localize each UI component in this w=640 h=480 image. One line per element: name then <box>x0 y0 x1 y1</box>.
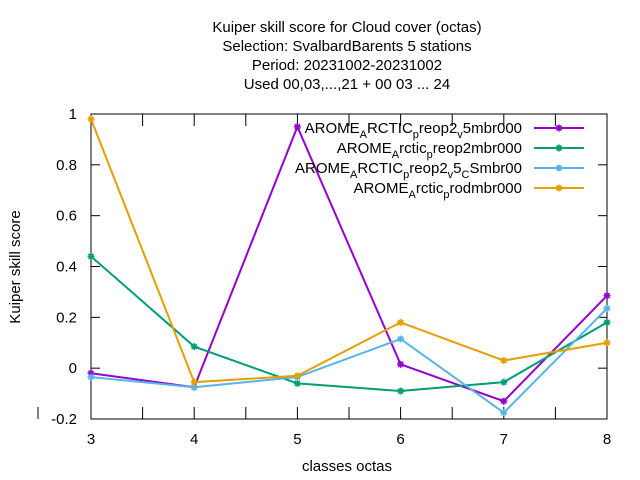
legend: AROMEARCTICpreop2v5mbr000AROMEArcticpreo… <box>295 120 584 201</box>
legend-label-part: AROME <box>353 180 408 197</box>
data-point <box>603 292 611 300</box>
legend-label: AROMEARCTICpreop2v5CSmbr00 <box>295 160 522 181</box>
data-point <box>397 335 405 343</box>
series-line-1 <box>90 255 608 393</box>
data-point <box>500 409 508 417</box>
data-point <box>397 318 405 326</box>
legend-label-part: C <box>462 169 470 181</box>
data-point <box>603 304 611 312</box>
title-line-3: Used 00,03,...,21 + 00 03 ... 24 <box>244 76 450 93</box>
data-point <box>87 369 95 377</box>
series-lines <box>87 115 611 417</box>
series-line-3 <box>90 118 608 384</box>
legend-label-part: v <box>448 169 454 181</box>
data-point <box>500 397 508 405</box>
series-line-2 <box>90 307 608 414</box>
legend-label-part: A <box>408 189 416 201</box>
legend-entry-1: AROMEArcticpreop2mbr000 <box>337 140 584 161</box>
y-tick-label: 0.8 <box>56 157 77 174</box>
legend-label-part: p <box>403 169 409 181</box>
data-point <box>500 378 508 386</box>
data-point <box>87 115 95 123</box>
legend-entry-0: AROMEARCTICpreop2v5mbr000 <box>305 120 584 141</box>
legend-marker <box>555 164 563 172</box>
tick-labels: -0.2 0 0.2 0.4 0.6 0.8 1 3 4 5 6 7 8 <box>51 106 611 448</box>
x-tick-label: 4 <box>190 431 198 448</box>
x-tick-label: 6 <box>396 431 404 448</box>
legend-label: AROMEARCTICpreop2v5mbr000 <box>305 120 522 141</box>
y-tick-label: 0.6 <box>56 208 77 225</box>
data-point <box>190 378 198 386</box>
data-point <box>603 318 611 326</box>
data-point <box>87 373 95 381</box>
data-point <box>293 372 301 380</box>
legend-label-part: Smbr00 <box>469 160 522 177</box>
legend-label-part: rodmbr000 <box>449 180 522 197</box>
legend-label-part: p <box>443 189 449 201</box>
y-tick-label: 0.4 <box>56 259 77 276</box>
legend-label-part: rctic <box>399 140 427 157</box>
x-tick-label: 8 <box>603 431 611 448</box>
title-line-1: Selection: SvalbardBarents 5 stations <box>222 38 471 55</box>
legend-label-part: RCTIC <box>357 160 403 177</box>
data-point <box>190 343 198 351</box>
y-axis-label: Kuiper skill score <box>7 210 24 323</box>
legend-label-part: A <box>392 149 400 161</box>
legend-marker <box>555 184 563 192</box>
axes-frame <box>37 113 608 420</box>
data-point <box>397 387 405 395</box>
x-tick-label: 7 <box>500 431 508 448</box>
x-tick-label: 5 <box>293 431 301 448</box>
data-point <box>87 252 95 260</box>
legend-label: AROMEArcticprodmbr000 <box>353 180 522 201</box>
legend-label-part: RCTIC <box>367 120 413 137</box>
title-line-2: Period: 20231002-20231002 <box>252 57 442 74</box>
legend-label-part: reop2mbr000 <box>433 140 522 157</box>
legend-marker <box>555 144 563 152</box>
legend-label-part: AROME <box>337 140 392 157</box>
x-axis-label: classes octas <box>302 458 392 475</box>
data-point <box>603 339 611 347</box>
data-point <box>293 123 301 131</box>
data-point <box>397 360 405 368</box>
y-tick-label: 0 <box>69 360 77 377</box>
legend-label-part: A <box>360 129 368 141</box>
chart-title: Kuiper skill score for Cloud cover (octa… <box>212 19 481 93</box>
legend-label-part: rctic <box>416 180 444 197</box>
legend-label-part: AROME <box>305 120 360 137</box>
series-1 <box>87 252 611 395</box>
legend-label-part: p <box>427 149 433 161</box>
legend-label-part: AROME <box>295 160 350 177</box>
y-tick-label: 1 <box>69 106 77 123</box>
legend-label-part: reop2 <box>409 160 447 177</box>
legend-entry-2: AROMEARCTICpreop2v5CSmbr00 <box>295 160 584 181</box>
y-tick-label: -0.2 <box>51 411 77 428</box>
legend-marker <box>555 124 563 132</box>
data-point <box>293 379 301 387</box>
legend-label: AROMEArcticpreop2mbr000 <box>337 140 522 161</box>
legend-entry-3: AROMEArcticprodmbr000 <box>353 180 584 201</box>
x-tick-label: 3 <box>87 431 95 448</box>
legend-label-part: A <box>350 169 358 181</box>
title-line-0: Kuiper skill score for Cloud cover (octa… <box>212 19 481 36</box>
legend-label-part: 5 <box>453 160 461 177</box>
y-tick-label: 0.2 <box>56 309 77 326</box>
data-point <box>500 357 508 365</box>
series-3 <box>87 115 611 386</box>
legend-label-part: reop2 <box>419 120 457 137</box>
legend-label-part: v <box>457 129 463 141</box>
data-point <box>190 383 198 391</box>
legend-label-part: 5mbr000 <box>463 120 522 137</box>
legend-label-part: p <box>413 129 419 141</box>
